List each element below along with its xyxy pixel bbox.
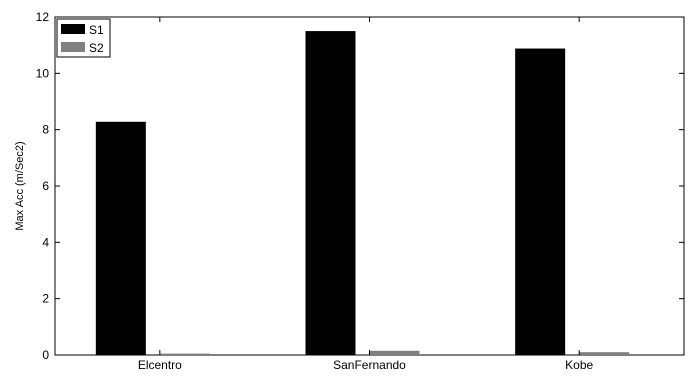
bar-s1-sanfernando [305,31,356,355]
bars-group [95,31,630,356]
y-tick-label: 10 [36,66,50,80]
legend-swatch-s1 [61,24,85,34]
bar-s2-elcentro [159,353,210,355]
bar-s1-elcentro [95,121,146,355]
y-ticks-group: 0 2 4 6 8 10 12 [36,10,684,362]
legend-label-s1: S1 [89,23,104,37]
y-tick-label: 4 [42,235,49,249]
bar-s2-kobe [579,352,630,355]
x-ticks-group: Elcentro SanFernando Kobe [138,17,594,372]
legend-swatch-s2 [61,42,85,52]
legend-label-s2: S2 [89,41,104,55]
plot-frame [54,16,685,356]
y-tick-label: 0 [42,348,49,362]
x-tick-label: Kobe [565,358,593,372]
bar-s2-sanfernando [369,350,420,355]
y-tick-label: 2 [42,292,49,306]
x-tick-label: Elcentro [138,358,182,372]
y-tick-label: 12 [36,10,50,24]
y-tick-label: 6 [42,179,49,193]
x-tick-label: SanFernando [333,358,406,372]
y-axis-label: Max Acc (m/Sec2) [14,141,26,230]
y-tick-label: 8 [42,123,49,137]
bar-s1-kobe [515,48,566,356]
